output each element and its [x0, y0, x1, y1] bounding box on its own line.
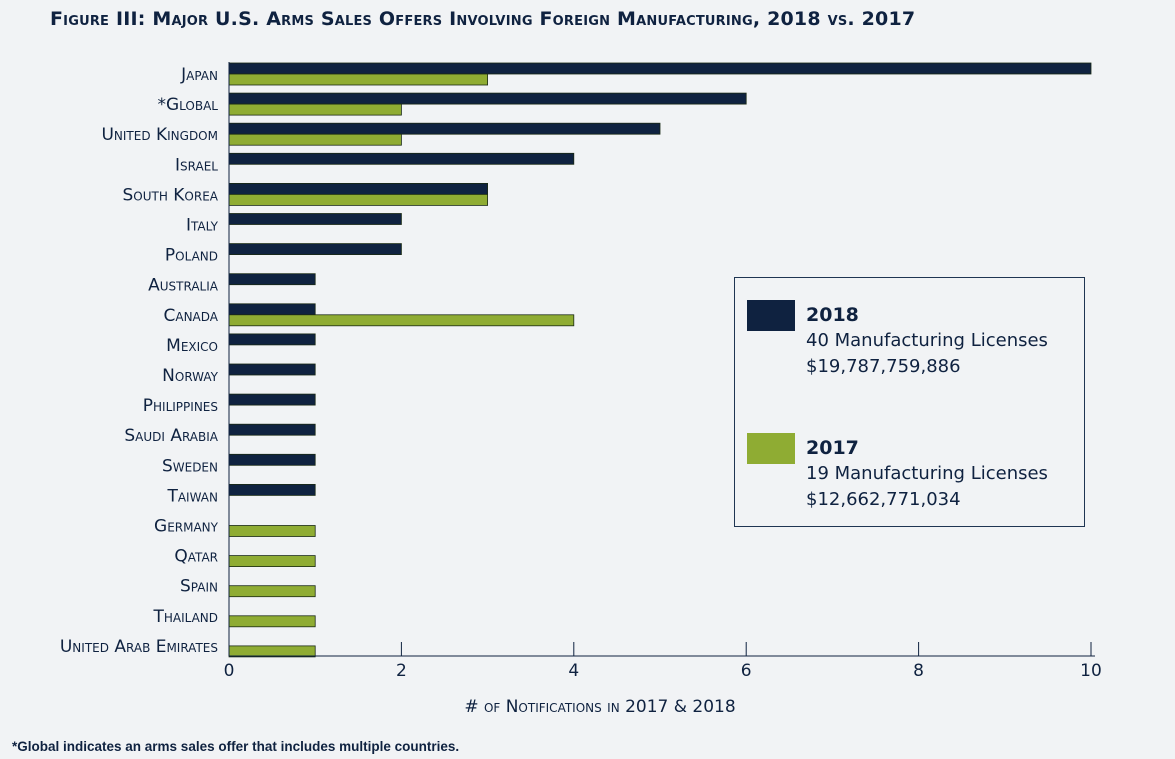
- legend-line2-2017: $12,662,771,034: [806, 489, 961, 510]
- category-label-japan: Japan: [180, 65, 218, 85]
- category-label-norway: Norway: [162, 366, 219, 386]
- legend-name-2018: 2018: [806, 304, 859, 326]
- bar-2018-philippines: [228, 393, 316, 406]
- bar-2018-global: [228, 92, 747, 105]
- category-label-taiwan: Taiwan: [166, 486, 218, 506]
- bar-2018-mexico: [228, 333, 316, 346]
- x-tick-label-6: 6: [741, 661, 752, 681]
- category-label-united-kingdom: United Kingdom: [101, 125, 218, 145]
- category-label-south-korea: South Korea: [123, 185, 219, 205]
- legend: 2018 40 Manufacturing Licenses $19,787,7…: [734, 277, 1085, 527]
- x-tick-label-8: 8: [913, 661, 924, 681]
- category-labels: Japan *Global United Kingdom Israel South Ko…: [60, 65, 219, 657]
- x-axis-label: # of Notifications in 2017 & 2018: [464, 697, 735, 717]
- x-axis: 0 2 4 6 8 10: [224, 62, 1102, 681]
- bar-2018-united-kingdom: [228, 122, 661, 135]
- category-label-poland: Poland: [165, 246, 218, 266]
- bars-layer: [228, 62, 1092, 658]
- category-label-saudi-arabia: Saudi Arabia: [124, 426, 218, 446]
- bar-2017-united-arab-emirates: [228, 645, 316, 658]
- bar-2017-germany: [228, 525, 316, 537]
- x-tick-label-4: 4: [568, 661, 579, 681]
- category-label-italy: Italy: [186, 216, 219, 236]
- category-label-germany: Germany: [154, 517, 219, 537]
- bar-2018-south-korea: [228, 182, 489, 195]
- bar-2018-norway: [228, 363, 316, 376]
- bar-2017-south-korea: [228, 193, 489, 206]
- bar-2018-israel: [228, 152, 575, 165]
- category-label-spain: Spain: [180, 577, 218, 597]
- category-label-israel: Israel: [175, 155, 218, 175]
- category-label-united-arab-emirates: United Arab Emirates: [60, 637, 218, 657]
- bar-2017-qatar: [228, 555, 316, 567]
- legend-line2-2018: $19,787,759,886: [806, 356, 961, 377]
- legend-line1-2017: 19 Manufacturing Licenses: [806, 463, 1048, 484]
- legend-swatch-2017: [747, 433, 795, 464]
- x-tick-label-0: 0: [224, 661, 235, 681]
- category-label-mexico: Mexico: [166, 336, 218, 356]
- bar-2018-saudi-arabia: [228, 423, 316, 436]
- bar-2018-australia: [228, 273, 316, 286]
- chart-title: Figure III: Major U.S. Arms Sales Offers…: [50, 8, 916, 30]
- legend-swatch-2018: [747, 300, 795, 331]
- bar-2018-japan: [228, 62, 1092, 75]
- x-tick-label-2: 2: [396, 661, 407, 681]
- bar-2018-italy: [228, 213, 402, 225]
- category-label-australia: Australia: [148, 276, 219, 296]
- bar-2017-thailand: [228, 615, 316, 628]
- x-tick-label-10: 10: [1080, 661, 1102, 681]
- category-label-global: *Global: [157, 95, 218, 115]
- bar-2018-sweden: [228, 453, 316, 466]
- category-label-thailand: Thailand: [152, 607, 218, 627]
- bar-2017-united-kingdom: [228, 133, 402, 146]
- bar-2017-canada: [228, 314, 575, 327]
- legend-line1-2018: 40 Manufacturing Licenses: [806, 330, 1048, 351]
- category-label-sweden: Sweden: [162, 456, 218, 476]
- footnote: *Global indicates an arms sales offer th…: [12, 739, 460, 754]
- bar-2018-canada: [228, 303, 316, 316]
- category-label-philippines: Philippines: [143, 396, 218, 416]
- bar-2018-taiwan: [228, 483, 316, 496]
- legend-name-2017: 2017: [806, 437, 859, 459]
- bar-2018-poland: [228, 243, 402, 256]
- bar-2017-spain: [228, 585, 316, 598]
- category-label-qatar: Qatar: [174, 547, 218, 567]
- bar-2017-japan: [228, 73, 489, 86]
- bar-2017-global: [228, 103, 402, 116]
- category-label-canada: Canada: [163, 306, 218, 326]
